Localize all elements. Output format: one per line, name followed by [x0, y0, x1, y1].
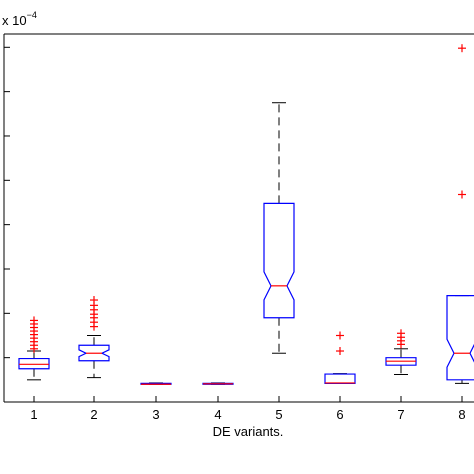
outlier-marker: [30, 316, 38, 325]
outlier-marker: [336, 347, 344, 356]
x-tick-label: 6: [336, 407, 343, 422]
x-tick-label: 3: [152, 407, 159, 422]
box-7: [385, 329, 417, 376]
y-multiplier-label: x 10−4: [2, 10, 37, 28]
y-multiplier-base: x 10: [2, 13, 27, 28]
box-body: [385, 357, 417, 366]
x-tick-label: 8: [458, 407, 465, 422]
y-ticks: [4, 46, 10, 403]
x-ticks: 1 2 3 4 5 6 7 8: [30, 396, 466, 422]
box-body: [446, 294, 474, 381]
box-body: [78, 344, 110, 362]
box-1: [18, 316, 50, 381]
box-4: [202, 382, 234, 385]
outlier-marker: [90, 296, 98, 305]
box-body: [263, 202, 295, 319]
box-body: [18, 357, 50, 370]
x-axis-title: DE variants.: [213, 424, 284, 439]
x-tick-label: 2: [90, 407, 97, 422]
y-multiplier-exponent: −4: [27, 10, 37, 20]
box-2: [78, 296, 110, 379]
x-tick-label: 1: [30, 407, 37, 422]
outlier-marker: [397, 329, 405, 338]
box-8: [446, 44, 474, 384]
box-5: [263, 102, 295, 354]
box-body: [324, 373, 356, 384]
outlier-marker: [336, 331, 344, 340]
boxes: [18, 44, 474, 385]
x-tick-label: 7: [397, 407, 404, 422]
outlier-marker: [458, 44, 466, 53]
box-3: [140, 382, 172, 385]
box-6: [324, 331, 356, 384]
x-tick-label: 4: [214, 407, 221, 422]
outlier-marker: [458, 190, 466, 199]
x-tick-label: 5: [275, 407, 282, 422]
